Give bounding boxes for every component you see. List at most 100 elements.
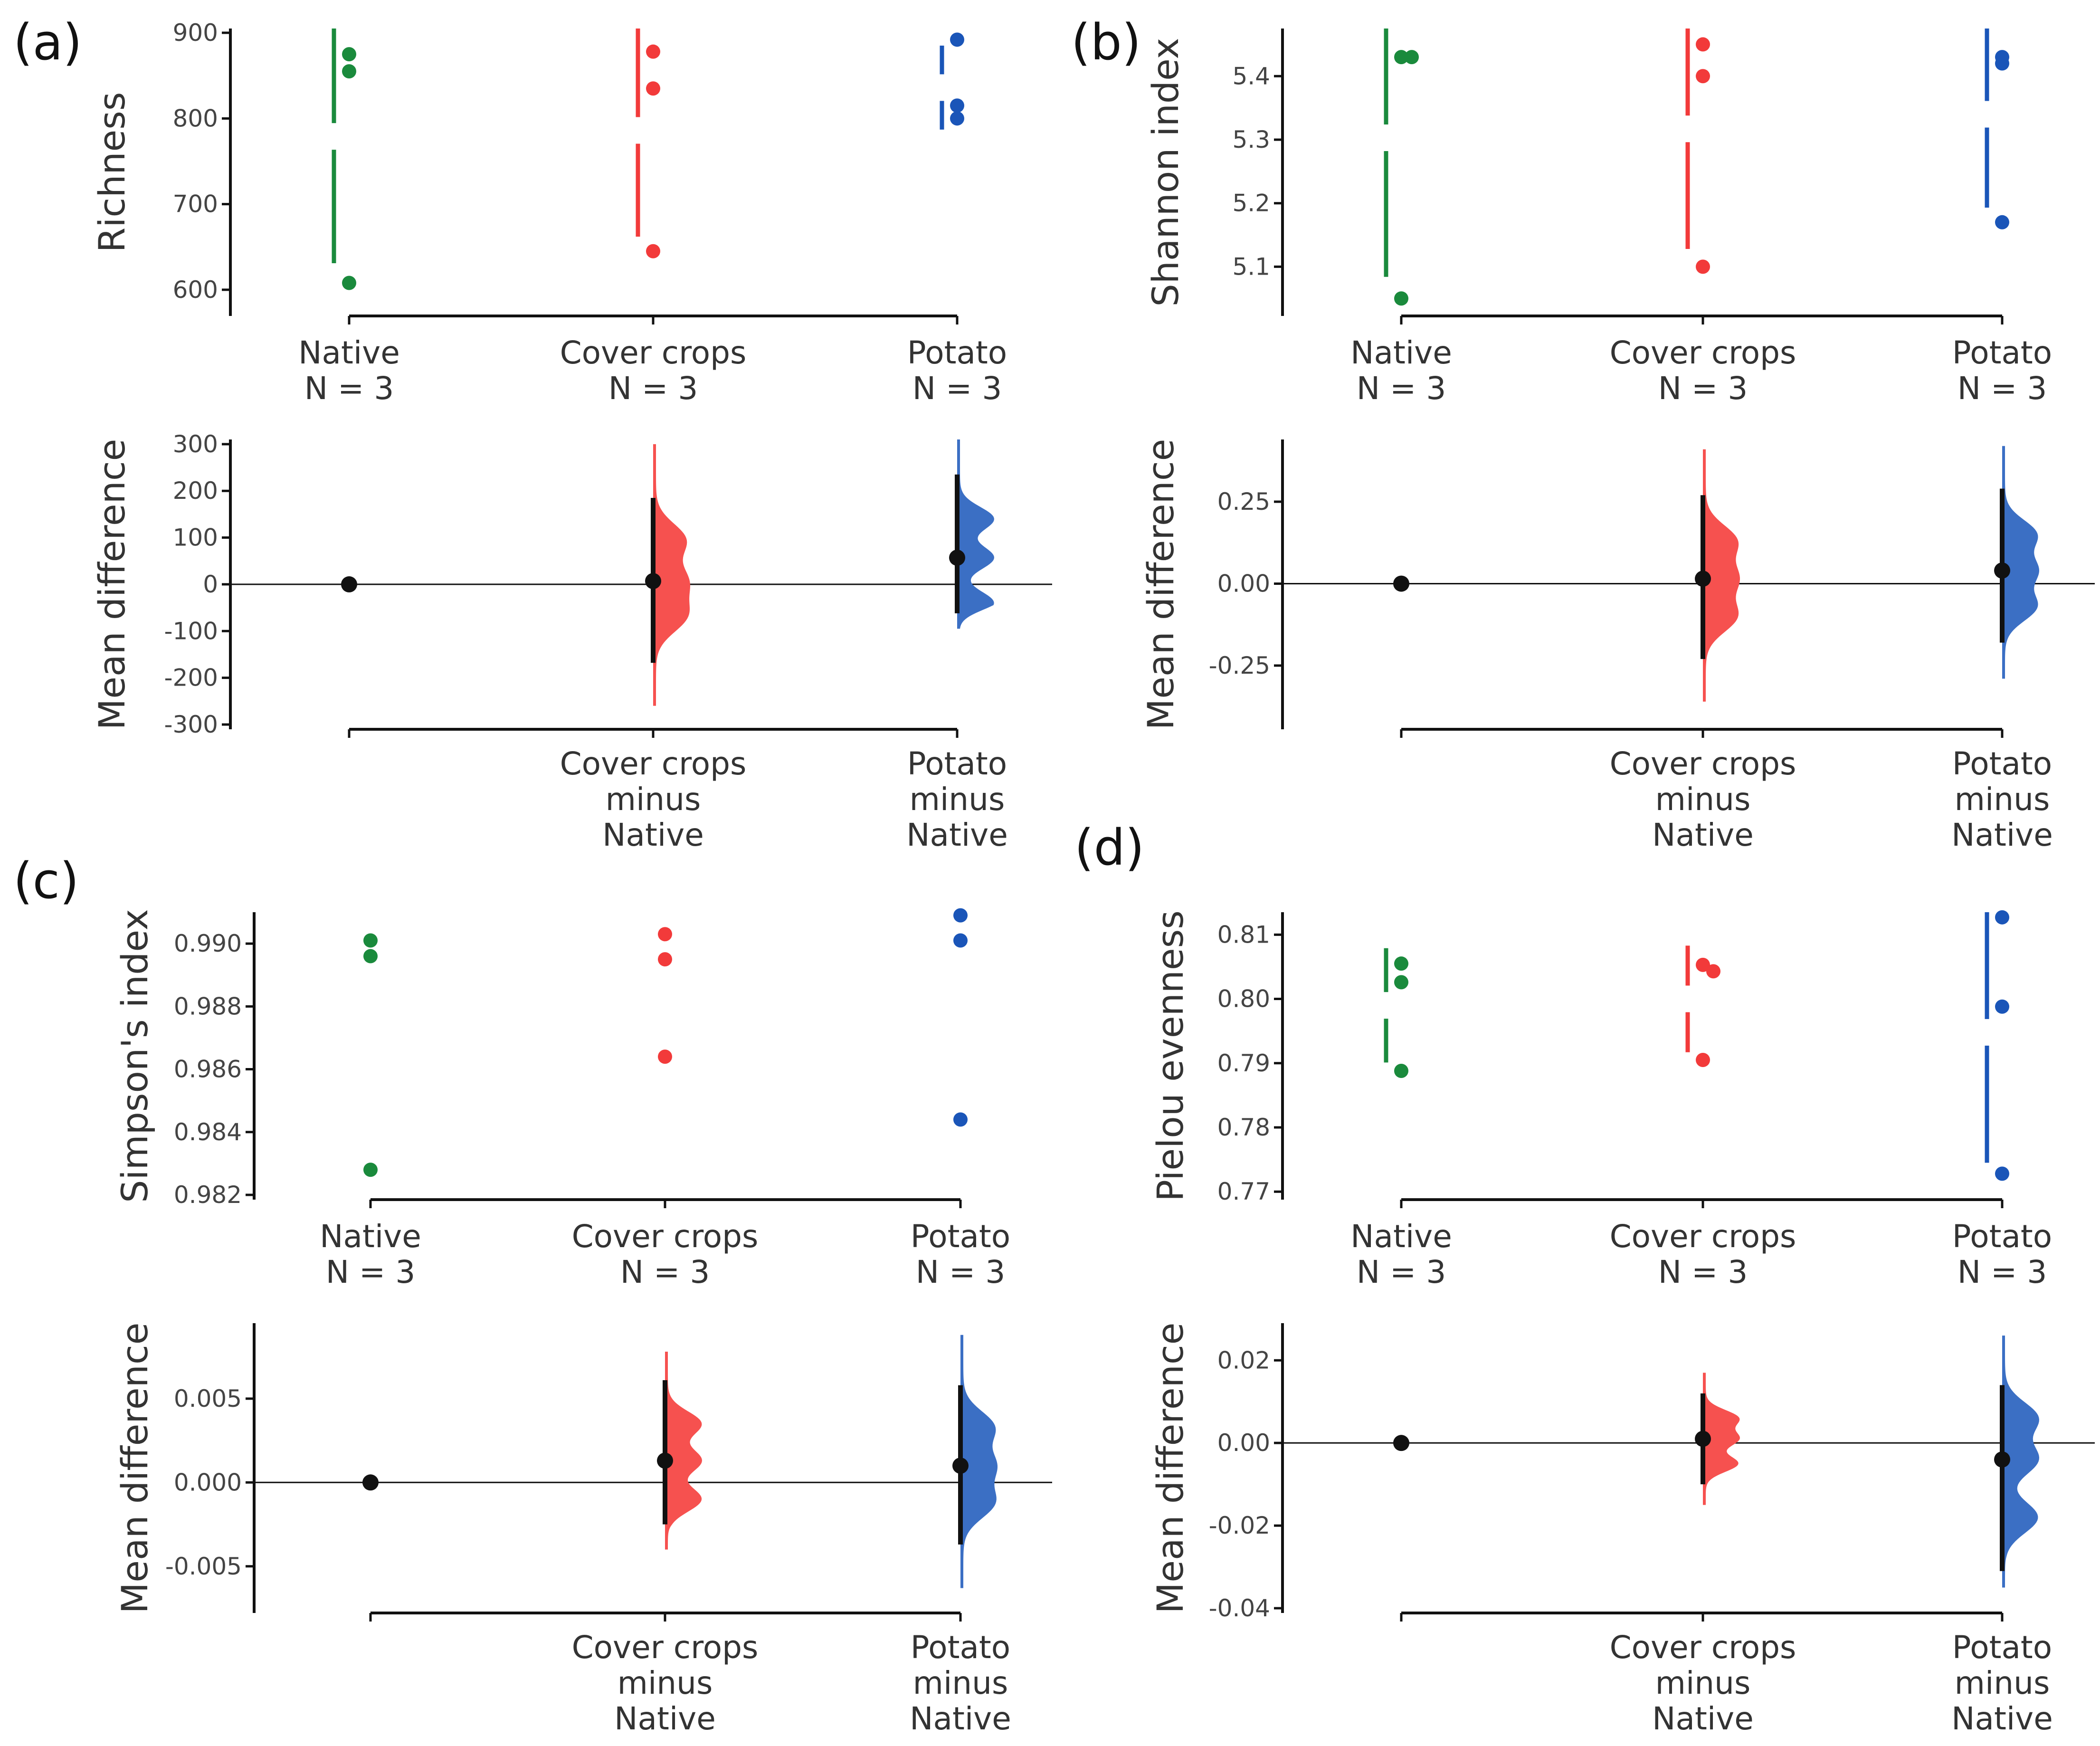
raw-data-point — [342, 47, 356, 62]
raw-y-axis-title: Richness — [91, 92, 133, 253]
raw-data-point — [1995, 215, 2009, 229]
raw-data-point — [646, 244, 660, 258]
raw-y-tick-label: 5.2 — [1232, 190, 1270, 217]
raw-data-point — [1394, 956, 1408, 971]
raw-data-point — [953, 908, 968, 923]
diff-category-label: Potato — [1952, 745, 2052, 782]
panel-label: (c) — [13, 852, 79, 910]
raw-data-point — [363, 933, 378, 948]
raw-y-tick-label: 0.79 — [1217, 1050, 1270, 1077]
mean-difference-point — [657, 1452, 673, 1469]
diff-y-axis-title: Mean difference — [1149, 1323, 1191, 1614]
raw-data-point — [658, 927, 672, 942]
raw-y-axis-title: Simpson's index — [114, 909, 156, 1202]
bootstrap-distribution — [957, 439, 994, 629]
bootstrap-distribution — [1703, 449, 1740, 702]
raw-y-tick-label: 0.988 — [174, 992, 242, 1020]
category-count-label: N = 3 — [1357, 1254, 1446, 1290]
diff-category-label: minus — [910, 781, 1005, 818]
raw-data-point — [342, 64, 356, 79]
category-count-label: N = 3 — [620, 1254, 710, 1290]
raw-y-axis-title: Pielou evenness — [1149, 910, 1191, 1202]
control-reference-point — [362, 1474, 379, 1491]
diff-category-label: Native — [910, 1700, 1011, 1737]
raw-data-point — [950, 98, 964, 113]
control-reference-point — [341, 576, 357, 592]
raw-y-tick-label: 0.984 — [174, 1118, 242, 1146]
diff-y-tick-label: 0.00 — [1217, 1429, 1270, 1457]
raw-y-tick-label: 5.1 — [1232, 253, 1270, 280]
raw-data-point — [1696, 37, 1710, 52]
diff-category-label: Native — [1652, 1700, 1754, 1737]
diff-y-tick-label: 200 — [173, 477, 218, 505]
raw-data-point — [1995, 1166, 2009, 1181]
panel-label: (a) — [13, 13, 82, 71]
raw-data-point — [953, 1112, 968, 1127]
raw-data-point — [1995, 910, 2009, 925]
raw-data-point — [646, 81, 660, 96]
diff-category-label: Native — [1652, 817, 1754, 853]
mean-difference-point — [1994, 1451, 2010, 1468]
diff-y-tick-label: 300 — [173, 430, 218, 458]
panel-c: (c) 0.982 0.984 0.986 0.988 0.990 Simpson's in… — [13, 852, 1052, 1737]
diff-category-label: minus — [1955, 781, 2050, 818]
diff-category-label: minus — [1955, 1665, 2050, 1701]
diff-y-tick-label: 0.00 — [1217, 570, 1270, 597]
diff-category-label: minus — [618, 1665, 713, 1701]
raw-y-tick-label: 0.986 — [174, 1056, 242, 1083]
category-label: Native — [320, 1218, 421, 1255]
category-label: Potato — [911, 1218, 1010, 1255]
diff-category-label: Cover crops — [1610, 1629, 1796, 1666]
category-count-label: N = 3 — [912, 370, 1002, 407]
raw-y-tick-label: 0.990 — [174, 930, 242, 957]
raw-y-tick-label: 600 — [173, 276, 218, 304]
raw-data-point — [1696, 69, 1710, 84]
diff-y-tick-label: -0.04 — [1209, 1594, 1270, 1622]
mean-difference-point — [645, 573, 661, 590]
raw-data-point — [1995, 999, 2009, 1014]
raw-data-point — [646, 44, 660, 59]
bootstrap-distribution — [1703, 1373, 1740, 1505]
diff-y-tick-label: 0.000 — [174, 1469, 242, 1496]
raw-y-tick-label: 5.4 — [1232, 62, 1270, 90]
raw-data-point — [950, 111, 964, 126]
bootstrap-distribution — [653, 444, 690, 706]
diff-y-tick-label: -0.25 — [1209, 652, 1270, 679]
diff-y-tick-label: -200 — [164, 664, 218, 692]
diff-y-tick-label: 0 — [203, 571, 218, 598]
raw-data-point — [1394, 1064, 1408, 1078]
diff-category-label: minus — [606, 781, 701, 818]
diff-category-label: Native — [614, 1700, 716, 1737]
category-count-label: N = 3 — [304, 370, 394, 407]
raw-data-point — [658, 952, 672, 967]
raw-data-point — [363, 1163, 378, 1177]
category-label: Potato — [907, 334, 1007, 371]
category-count-label: N = 3 — [326, 1254, 416, 1290]
diff-category-label: minus — [1655, 781, 1751, 818]
mean-difference-point — [952, 1458, 969, 1474]
panel-label: (d) — [1074, 819, 1144, 877]
raw-data-point — [1696, 259, 1710, 274]
diff-category-label: Cover crops — [572, 1629, 759, 1666]
category-count-label: N = 3 — [1658, 370, 1748, 407]
diff-y-tick-label: 0.005 — [174, 1385, 242, 1412]
raw-data-point — [1405, 50, 1419, 65]
category-label: Cover crops — [1610, 1218, 1796, 1255]
raw-data-point — [1696, 1053, 1710, 1068]
diff-y-tick-label: -300 — [164, 711, 218, 738]
category-label: Native — [1350, 1218, 1452, 1255]
category-label: Native — [1350, 334, 1452, 371]
category-label: Potato — [1952, 1218, 2052, 1255]
raw-data-point — [1995, 56, 2009, 71]
raw-y-tick-label: 0.80 — [1217, 985, 1270, 1013]
raw-y-tick-label: 0.982 — [174, 1181, 242, 1209]
mean-difference-point — [949, 549, 965, 566]
panel-d: (d) 0.77 0.78 0.79 0.80 0.81 Pielou evenness Na… — [1074, 819, 2095, 1737]
raw-data-point — [953, 933, 968, 948]
diff-category-label: Cover crops — [1610, 745, 1796, 782]
category-label: Cover crops — [572, 1218, 759, 1255]
category-label: Native — [298, 334, 400, 371]
diff-category-label: minus — [1655, 1665, 1751, 1701]
